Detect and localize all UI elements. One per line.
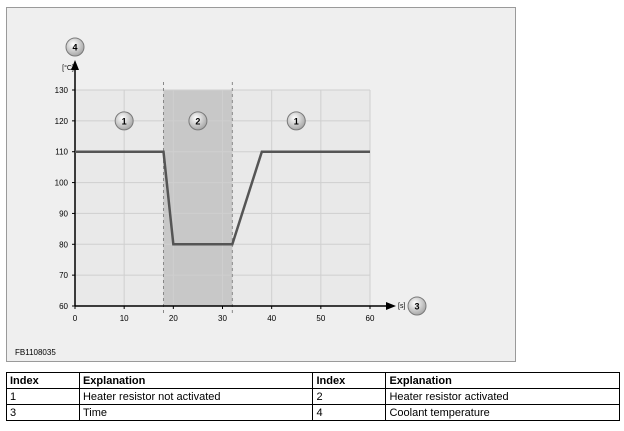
- x-tick-label: 10: [120, 314, 129, 323]
- marker-label: 4: [72, 43, 77, 53]
- x-tick-label: 30: [218, 314, 227, 323]
- region-marker: 1: [286, 111, 306, 131]
- table-row: 3 Time 4 Coolant temperature: [6, 404, 620, 421]
- table-cell: Coolant temperature: [385, 404, 620, 421]
- region-marker: 2: [188, 111, 208, 131]
- y-axis-marker: 4: [65, 37, 85, 57]
- legend-header-row: Index Explanation Index Explanation: [6, 372, 620, 389]
- marker-circle: [188, 111, 208, 131]
- marker-label: 1: [122, 116, 127, 126]
- x-tick-label: 40: [267, 314, 276, 323]
- marker-circle: [286, 111, 306, 131]
- header-explanation-2: Explanation: [385, 372, 620, 389]
- temperature-series-line: [75, 150, 370, 246]
- table-row: 1 Heater resistor not activated 2 Heater…: [6, 388, 620, 405]
- legend-table: Index Explanation Index Explanation 1 He…: [6, 372, 620, 421]
- x-axis-arrow: [386, 302, 396, 310]
- temperature-time-chart: 60 70 80 90 100 110 120 130 0 10 20 30 40 50 60 [°C] [s]…: [55, 37, 427, 323]
- y-tick-label: 120: [55, 117, 69, 126]
- marker-label: 3: [414, 302, 419, 312]
- table-cell: 2: [312, 388, 387, 405]
- y-tick-label: 100: [55, 179, 69, 188]
- table-cell: 3: [6, 404, 80, 421]
- table-cell: Heater resistor activated: [385, 388, 620, 405]
- header-explanation-1: Explanation: [78, 372, 314, 389]
- region-marker: 1: [114, 111, 134, 131]
- table-cell: Heater resistor not activated: [78, 388, 314, 405]
- table-cell: 4: [312, 404, 387, 421]
- x-tick-label: 20: [169, 314, 178, 323]
- marker-label: 1: [294, 116, 299, 126]
- x-axis-marker: 3: [407, 296, 427, 316]
- marker-circle: [407, 296, 427, 316]
- x-axis-unit: [s]: [398, 303, 405, 310]
- x-tick-label: 50: [316, 314, 325, 323]
- y-axis-arrow: [71, 60, 79, 70]
- y-axis-unit: [°C]: [62, 64, 74, 72]
- y-tick-label: 90: [59, 209, 68, 218]
- figure-panel: 60 70 80 90 100 110 120 130 0 10 20 30 40 50 60 [°C] [s]…: [6, 7, 516, 362]
- y-tick-label: 70: [59, 271, 68, 280]
- y-tick-label: 130: [55, 86, 69, 95]
- marker-label: 2: [195, 116, 200, 126]
- y-tick-label: 80: [59, 240, 68, 249]
- x-tick-label: 60: [366, 314, 375, 323]
- x-tick-label: 0: [73, 314, 78, 323]
- table-cell: 1: [6, 388, 80, 405]
- table-cell: Time: [78, 404, 314, 421]
- y-tick-label: 60: [59, 302, 68, 311]
- figure-code: FB1108035: [15, 348, 56, 357]
- marker-circle: [65, 37, 85, 57]
- header-index-2: Index: [312, 372, 387, 389]
- header-index-1: Index: [6, 372, 80, 389]
- y-tick-label: 110: [55, 148, 68, 157]
- marker-circle: [114, 111, 134, 131]
